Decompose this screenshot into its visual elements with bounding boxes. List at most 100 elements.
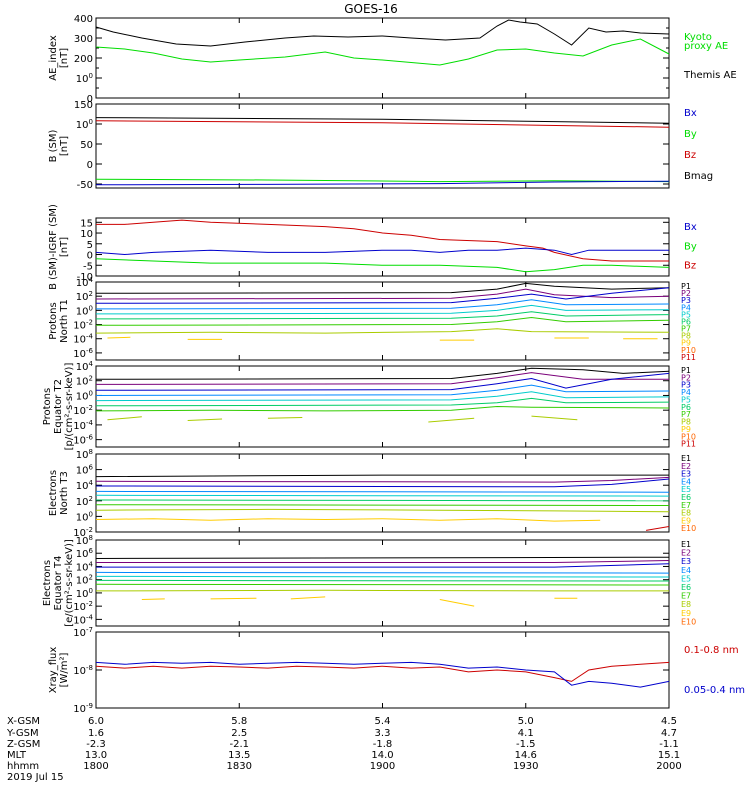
panel-frame — [95, 365, 670, 448]
legend-entry: E10 — [681, 617, 696, 626]
series-line — [95, 661, 670, 682]
y-tick-label: 5 — [87, 240, 93, 251]
y-axis-label: [nT] — [59, 48, 70, 68]
legend-entry: P2 — [681, 373, 691, 382]
y-tick-label: -10 — [77, 272, 93, 283]
legend-entry: By — [684, 241, 697, 252]
y-tick-label: 100 — [76, 304, 93, 317]
series-line — [95, 490, 670, 493]
legend-entry: E8 — [681, 509, 691, 518]
y-axis-label: Equator T2 — [53, 379, 64, 434]
y-axis-label: [e/(cm²-s-sr-keV)] — [64, 539, 75, 627]
y-tick-label: 10-2 — [73, 319, 93, 332]
legend-entry: P2 — [681, 289, 691, 298]
footer-value: -2.1 — [229, 739, 249, 750]
legend-entry: P4 — [681, 388, 691, 397]
y-tick-label: 10-2 — [73, 404, 93, 417]
y-axis-label: Electrons — [42, 560, 53, 606]
legend-entry: E3 — [681, 557, 691, 566]
y-tick-label: 10-8 — [73, 664, 93, 677]
footer-value: 14.0 — [371, 750, 393, 761]
footer-value: 4.5 — [661, 716, 677, 727]
legend-entry: E1 — [681, 540, 691, 549]
legend-entry: Kyoto — [684, 32, 712, 43]
series-line — [95, 372, 669, 385]
y-tick-label: 0 — [87, 160, 93, 171]
y-axis-label: B (SM) — [48, 129, 59, 162]
series-line — [95, 474, 669, 478]
y-tick-label: 10-6 — [73, 434, 93, 447]
series-line — [95, 494, 670, 497]
series-line — [95, 661, 670, 688]
legend-entry: By — [684, 129, 697, 140]
y-tick-label: 10-2 — [73, 600, 93, 613]
legend-entry: P3 — [681, 381, 691, 390]
legend-entry: P1 — [681, 366, 691, 375]
series-segment — [141, 598, 165, 601]
series-line — [95, 556, 670, 559]
y-axis-label: [nT] — [59, 136, 70, 156]
legend-entry: Bz — [684, 150, 696, 161]
legend-entry: E5 — [681, 485, 691, 494]
legend-entry: P3 — [681, 296, 691, 305]
y-tick-label: 100 — [76, 118, 93, 131]
legend-entry: P8 — [681, 418, 691, 427]
y-tick-label: 10-4 — [73, 613, 93, 626]
figure-title: GOES-16 — [344, 2, 398, 16]
legend-entry: P8 — [681, 332, 691, 341]
series-line — [95, 575, 670, 578]
series-segment — [107, 416, 142, 421]
y-tick-label: 10-9 — [73, 702, 93, 715]
legend-entry: E2 — [681, 549, 691, 558]
y-axis-label: Equator T4 — [53, 556, 64, 611]
y-tick-label: 102 — [76, 375, 93, 388]
legend-entry: P11 — [681, 440, 696, 449]
footer-value: -2.3 — [86, 739, 106, 750]
footer-value: 4.1 — [518, 728, 534, 739]
y-tick-label: 108 — [76, 534, 93, 547]
series-segment — [187, 418, 223, 421]
series-line — [95, 367, 670, 380]
footer-value: 13.0 — [85, 750, 107, 761]
y-axis-label: Xray_flux — [48, 647, 59, 694]
series-line — [96, 560, 670, 563]
legend-entry: P9 — [681, 339, 691, 348]
series-line — [95, 247, 669, 256]
series-line — [95, 384, 670, 396]
footer-value: 6.0 — [88, 716, 104, 727]
y-tick-label: 100 — [76, 72, 93, 85]
panel-bsm: -50 0 50 100 150 B (SM) [nT] Bx By Bz Bmag — [48, 100, 713, 191]
panel-en: 10-2 100 102 104 106 108 Electrons North T3 E1E2… — [48, 448, 696, 539]
series-line — [95, 316, 670, 326]
footer-value: 4.7 — [661, 728, 677, 739]
legend-entry: E4 — [681, 566, 691, 575]
panel-frame — [95, 539, 670, 627]
y-axis-label: North T3 — [59, 471, 70, 515]
y-axis-label: AE_index — [48, 35, 59, 81]
footer-value: 2.5 — [231, 728, 247, 739]
y-tick-label: 15 — [80, 218, 93, 229]
legend-entry: E7 — [681, 501, 691, 510]
legend-entry: E1 — [681, 454, 691, 463]
y-tick-label: 50 — [80, 140, 93, 151]
series-line — [95, 518, 601, 522]
y-tick-label: 104 — [76, 276, 94, 289]
legend-entry: Bz — [684, 261, 696, 272]
legend-entry: P7 — [681, 410, 691, 419]
panel-frame — [95, 17, 670, 99]
y-tick-label: 0 — [87, 94, 93, 105]
legend-entry: P11 — [681, 353, 696, 362]
y-tick-label: 104 — [76, 479, 94, 492]
footer-value: 2000 — [656, 761, 681, 772]
y-tick-label: 300 — [74, 34, 93, 45]
y-axis-label: Protons — [42, 388, 53, 425]
y-tick-label: 104 — [76, 560, 94, 573]
footer-row-label: hhmm — [7, 761, 39, 772]
y-tick-label: 106 — [76, 464, 94, 477]
series-line — [95, 120, 670, 128]
footer-value: 1.6 — [88, 728, 104, 739]
legend-entry: E6 — [681, 583, 691, 592]
